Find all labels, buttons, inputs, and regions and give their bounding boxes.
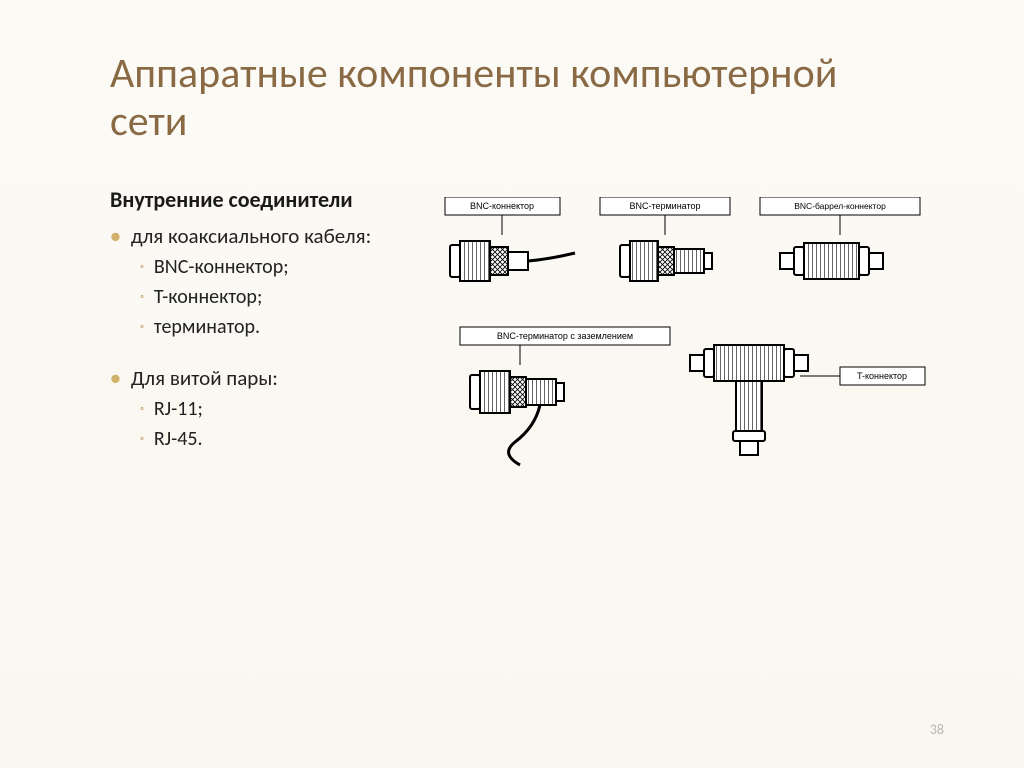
bullet-coax-item-2: ◦ терминатор. [140,315,410,339]
bullet-coax-caption: ● для коаксиального кабеля: [110,223,410,249]
bullet-ring-icon: ◦ [140,315,144,339]
svg-text:BNC-баррел-коннектор: BNC-баррел-коннектор [794,201,886,211]
label-box-top-right: BNC-баррел-коннектор [760,197,920,235]
page-number: 38 [930,721,944,738]
svg-text:BNC-терминатор с заземлением: BNC-терминатор с заземлением [497,331,633,341]
bullet-coax-item-1: ◦ T-коннектор; [140,285,410,309]
bullet-text: RJ-11; [154,397,203,421]
diagram-column: BNC-коннектор BNC-терминатор BNC-баррел-… [440,187,930,497]
connectors-diagram: BNC-коннектор BNC-терминатор BNC-баррел-… [440,197,930,497]
bullet-text: Для витой пары: [131,365,278,391]
bnc-barrel-icon [780,243,883,279]
bullet-dot-icon: ● [110,365,121,391]
svg-text:BNC-терминатор: BNC-терминатор [629,201,700,211]
subheading: Внутренние соединители [110,187,410,213]
content-row: Внутренние соединители ● для коаксиально… [110,187,914,497]
bnc-connector-icon [450,241,575,281]
svg-text:BNC-коннектор: BNC-коннектор [470,201,534,211]
bullet-ring-icon: ◦ [140,255,144,279]
bullet-tp-item-1: ◦ RJ-45. [140,427,410,451]
label-box-bottom-right: T-коннектор [800,367,925,385]
text-column: Внутренние соединители ● для коаксиально… [110,187,410,497]
bullet-text: BNC-коннектор; [154,255,289,279]
t-connector-icon [690,345,808,455]
bullet-text: RJ-45. [154,427,203,451]
bullet-group-coax: ● для коаксиального кабеля: ◦ BNC-коннек… [110,223,410,339]
svg-text:T-коннектор: T-коннектор [857,371,907,381]
bnc-terminator-ground-icon [470,371,564,465]
bullet-ring-icon: ◦ [140,427,144,451]
label-box-bottom-left: BNC-терминатор с заземлением [460,327,670,365]
slide-title: Аппаратные компоненты компьютерной сети [110,50,914,147]
bullet-coax-item-0: ◦ BNC-коннектор; [140,255,410,279]
bullet-dot-icon: ● [110,223,121,249]
bullet-text: T-коннектор; [154,285,262,309]
bullet-text: терминатор. [154,315,260,339]
bullet-tp-caption: ● Для витой пары: [110,365,410,391]
bullet-tp-item-0: ◦ RJ-11; [140,397,410,421]
bullet-text: для коаксиального кабеля: [131,223,371,249]
label-box-top-left: BNC-коннектор [445,197,560,235]
label-box-top-mid: BNC-терминатор [600,197,730,235]
slide: Аппаратные компоненты компьютерной сети … [0,0,1024,768]
bullet-ring-icon: ◦ [140,285,144,309]
bullet-group-tp: ● Для витой пары: ◦ RJ-11; ◦ RJ-45. [110,365,410,451]
bnc-terminator-icon [620,241,712,281]
bullet-ring-icon: ◦ [140,397,144,421]
